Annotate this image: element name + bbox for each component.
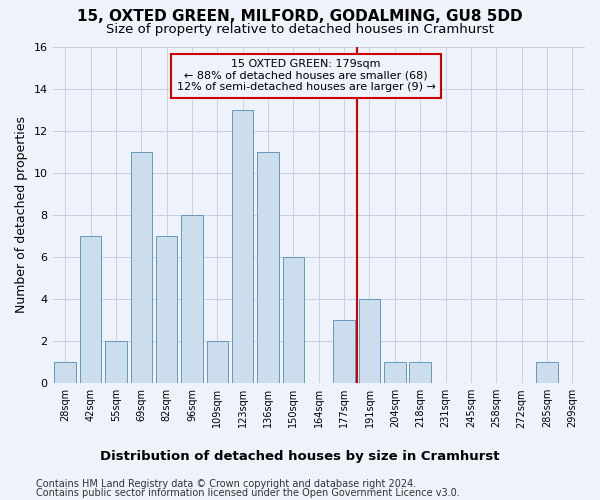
Text: Distribution of detached houses by size in Cramhurst: Distribution of detached houses by size … — [100, 450, 500, 463]
Text: 15 OXTED GREEN: 179sqm
← 88% of detached houses are smaller (68)
12% of semi-det: 15 OXTED GREEN: 179sqm ← 88% of detached… — [176, 59, 436, 92]
Bar — [384, 362, 406, 383]
Bar — [359, 299, 380, 383]
Text: 15, OXTED GREEN, MILFORD, GODALMING, GU8 5DD: 15, OXTED GREEN, MILFORD, GODALMING, GU8… — [77, 9, 523, 24]
Bar — [156, 236, 178, 383]
Text: Size of property relative to detached houses in Cramhurst: Size of property relative to detached ho… — [106, 22, 494, 36]
Bar — [131, 152, 152, 383]
Bar — [80, 236, 101, 383]
Y-axis label: Number of detached properties: Number of detached properties — [15, 116, 28, 314]
Text: Contains HM Land Registry data © Crown copyright and database right 2024.: Contains HM Land Registry data © Crown c… — [36, 479, 416, 489]
Bar — [181, 215, 203, 383]
Bar — [283, 257, 304, 383]
Text: Contains public sector information licensed under the Open Government Licence v3: Contains public sector information licen… — [36, 488, 460, 498]
Bar — [232, 110, 253, 383]
Bar — [105, 341, 127, 383]
Bar — [334, 320, 355, 383]
Bar — [257, 152, 279, 383]
Bar — [55, 362, 76, 383]
Bar — [536, 362, 558, 383]
Bar — [206, 341, 228, 383]
Bar — [409, 362, 431, 383]
